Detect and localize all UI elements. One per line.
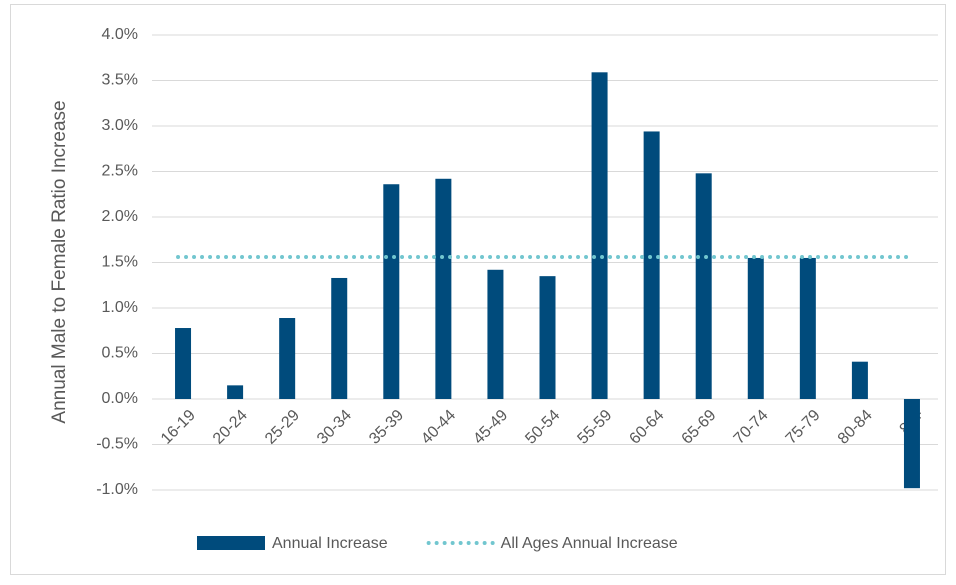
bar — [643, 131, 660, 399]
bar — [851, 361, 868, 399]
legend-swatch — [197, 536, 265, 550]
y-tick-label: -1.0% — [96, 481, 138, 498]
chart-border — [10, 4, 946, 575]
y-tick-label: 1.0% — [102, 299, 138, 316]
bar — [279, 318, 296, 399]
y-tick-label: 3.0% — [102, 117, 138, 134]
bar — [227, 385, 244, 399]
bar — [903, 399, 920, 489]
y-tick-label: -0.5% — [96, 436, 138, 453]
y-tick-label: 1.5% — [102, 254, 138, 271]
y-tick-label: 2.5% — [102, 163, 138, 180]
bar — [435, 178, 452, 399]
legend-label: All Ages Annual Increase — [501, 535, 678, 552]
y-tick-label: 3.5% — [102, 72, 138, 89]
y-axis-label: Annual Male to Female Ratio Increase — [49, 100, 70, 423]
bar — [799, 257, 816, 399]
bar — [695, 173, 712, 399]
bar — [331, 277, 348, 399]
bar — [383, 184, 400, 399]
bar — [591, 72, 608, 399]
y-tick-label: 2.0% — [102, 208, 138, 225]
y-tick-label: 0.5% — [102, 345, 138, 362]
bar — [487, 269, 504, 399]
legend-label: Annual Increase — [272, 535, 388, 552]
bar — [175, 328, 192, 399]
bar — [539, 276, 556, 399]
y-tick-label: 0.0% — [102, 390, 138, 407]
bar — [747, 257, 764, 399]
y-tick-label: 4.0% — [102, 26, 138, 43]
